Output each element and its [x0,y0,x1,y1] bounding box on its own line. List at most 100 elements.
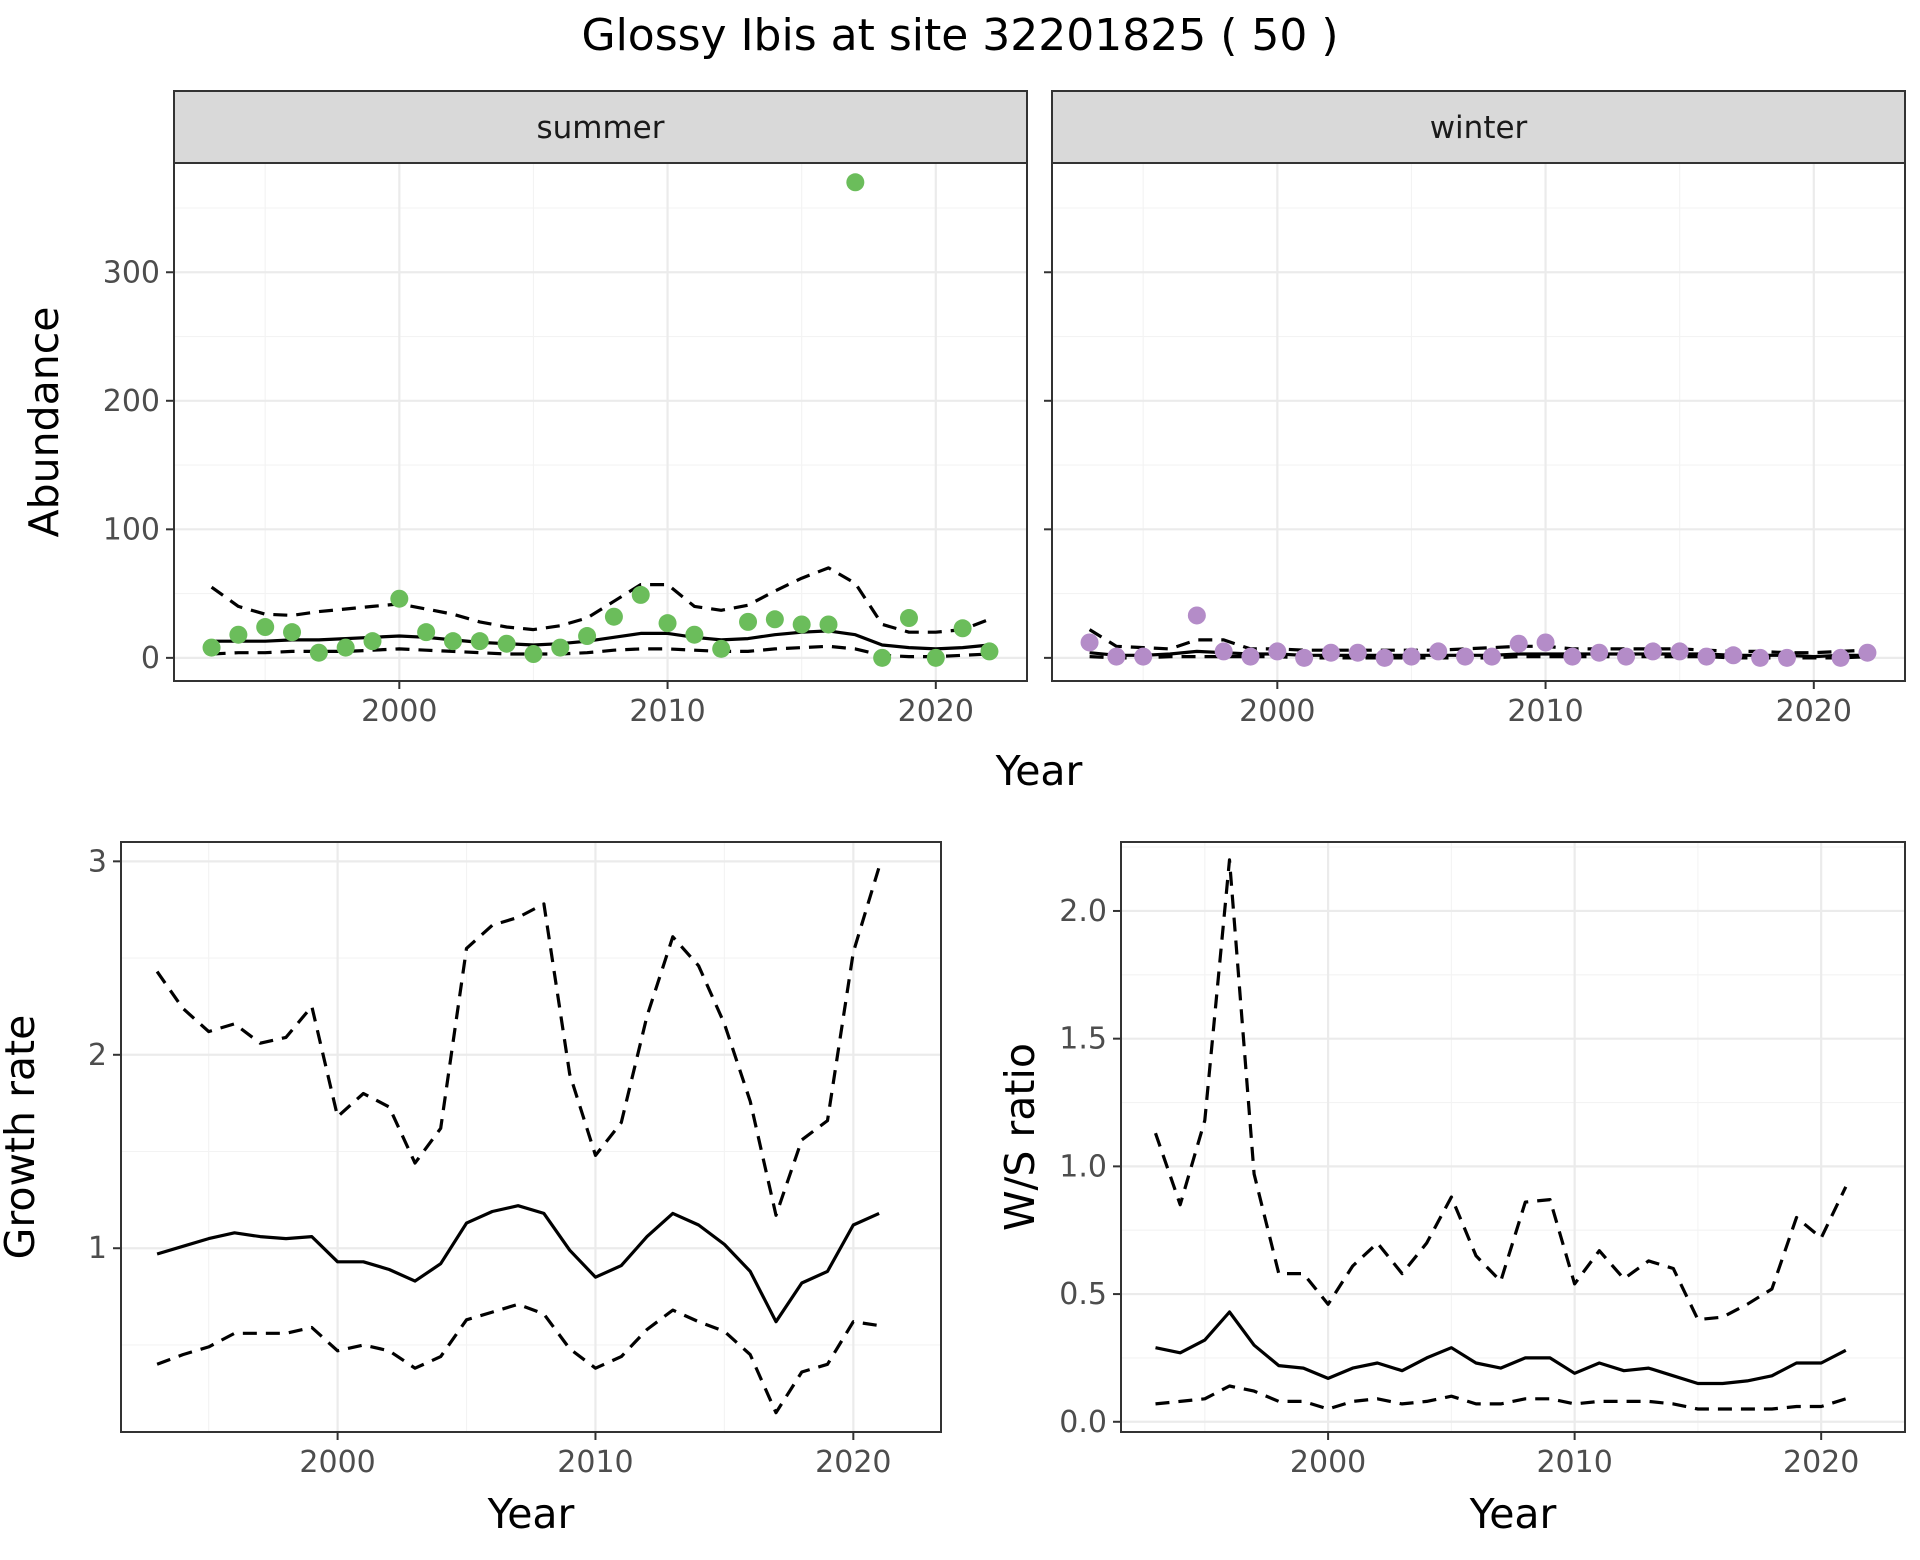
plot-area [155,866,881,1415]
x-tick-label: 2020 [1783,1445,1859,1480]
x-tick-label: 2020 [815,1445,891,1480]
data-point [739,612,758,631]
panel-3: 2000 2010 2020 0.0 0.5 1.0 1.5 2.0 Year W/S ratio [996,841,1906,1538]
data-point [497,634,516,653]
y-tick-label: 2 [88,1038,107,1073]
data-point [1402,647,1421,666]
data-point [1241,647,1260,666]
data-point [792,615,811,634]
y-tick-label: 200 [103,384,160,419]
data-point [1858,643,1877,662]
data-point [899,609,918,628]
data-point [1187,606,1206,625]
data-point [873,648,892,667]
y-tick-label: 0.0 [1059,1405,1107,1440]
y-tick-label: 1.0 [1059,1149,1107,1184]
facet-x-axis-title: Year [995,747,1083,795]
data-point [1617,647,1636,666]
data-point [283,623,302,642]
data-point [309,643,328,662]
data-point [202,638,221,657]
data-point [1295,648,1314,667]
data-point [1536,633,1555,652]
data-point [1429,642,1448,661]
data-point [1080,633,1099,652]
data-point [1831,648,1850,667]
panel-border [1120,841,1906,1433]
data-point [578,627,597,646]
panel-0: summer 2000 2010 2020 0 100 200 300 [103,90,1028,729]
panel-1: winter 2000 2010 2020 [1044,90,1906,729]
upper-ci-line [210,566,990,634]
data-point [1107,647,1126,666]
y-tick-label: 300 [103,255,160,290]
panel-border [120,841,942,1433]
data-point [1268,642,1287,661]
x-axis-title: Year [1469,1490,1557,1538]
y-tick-label: 1 [88,1231,107,1266]
y-tick-label: 100 [103,512,160,547]
data-point [1590,643,1609,662]
data-point [1697,647,1716,666]
data-point [551,638,570,657]
data-point [256,618,275,637]
data-point [1777,648,1796,667]
fit-line [156,1204,880,1324]
data-point [658,614,677,633]
x-tick-label: 2020 [1776,694,1852,729]
data-point [363,632,382,651]
data-point [712,639,731,658]
panel-2: 2000 2010 2020 1 2 3 Year Growth rate [0,841,942,1538]
data-point [1375,648,1394,667]
y-tick-label: 0.5 [1059,1277,1107,1312]
data-point [390,589,409,608]
data-point [765,610,784,629]
data-point [980,642,999,661]
lower-ci-line [156,1302,880,1415]
x-axis-title: Year [487,1490,575,1538]
data-point [229,625,248,644]
data-point [819,615,838,634]
x-tick-label: 2010 [629,694,705,729]
facet-strip [1051,90,1906,164]
data-point [1321,643,1340,662]
data-point [1509,634,1528,653]
data-point [1643,642,1662,661]
data-point [470,632,489,651]
fit-line [1155,1310,1847,1386]
lower-ci-line [1155,1384,1847,1411]
y-tick-label: 2.0 [1059,894,1107,929]
x-tick-label: 2000 [1239,694,1315,729]
x-tick-label: 2000 [1290,1445,1366,1480]
plot-area [1153,858,1848,1411]
y-tick-label: 1.5 [1059,1022,1107,1057]
upper-ci-line [155,866,881,1217]
data-point [953,619,972,638]
x-tick-label: 2000 [299,1445,375,1480]
panel-border [1051,162,1906,682]
data-point [1670,642,1689,661]
data-point [1563,647,1582,666]
figure-title: Glossy Ibis at site 32201825 ( 50 ) [581,10,1338,61]
facet-strip-label: summer [536,110,664,146]
data-point [1214,642,1233,661]
y-tick-label: 3 [88,844,107,879]
data-point [685,625,704,644]
facet-strip-label: winter [1430,110,1528,146]
data-point [524,645,543,664]
y-tick-label: 0 [141,641,160,676]
x-tick-label: 2010 [557,1445,633,1480]
data-point [631,585,650,604]
data-point [1134,647,1153,666]
data-point [926,648,945,667]
x-tick-label: 2010 [1536,1445,1612,1480]
data-point [1348,643,1367,662]
panel-border [173,162,1028,682]
lower-ci-line [211,644,990,659]
y-axis-title: W/S ratio [996,1043,1044,1231]
y-axis-title: Growth rate [0,1015,44,1260]
data-point [1456,647,1475,666]
data-point [604,607,623,626]
